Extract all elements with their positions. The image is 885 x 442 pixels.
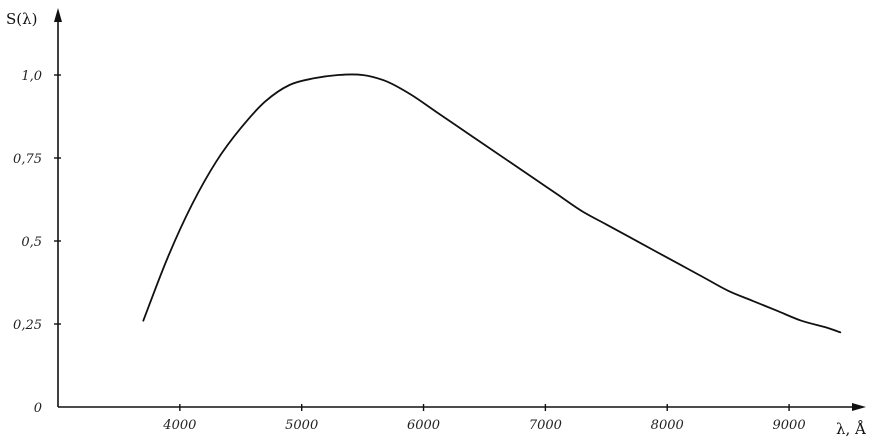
x-tick-label: 9000 (773, 418, 806, 433)
y-tick-label: 1,0 (21, 69, 42, 84)
ticks: 0 0,25 0,5 0,75 1,0 4000 5000 6000 7000 8000 9000 (13, 69, 806, 433)
y-tick-label: 0,5 (21, 235, 42, 250)
x-axis-arrow (852, 403, 866, 411)
x-axis-label: λ, Å (836, 420, 866, 438)
series-line (142, 73, 842, 334)
x-tick-label: 8000 (651, 418, 684, 433)
y-tick-label: 0,75 (13, 152, 42, 167)
series (142, 73, 842, 334)
x-tick-label: 6000 (407, 418, 440, 433)
y-axis-label: S(λ) (6, 10, 38, 28)
x-tick-label: 7000 (529, 418, 562, 433)
x-tick-label: 5000 (285, 418, 318, 433)
y-tick-label: 0 (34, 401, 42, 416)
y-axis-arrow (54, 8, 62, 22)
axes (54, 8, 866, 411)
y-tick-label: 0,25 (13, 318, 42, 333)
x-tick-label: 4000 (162, 418, 196, 433)
